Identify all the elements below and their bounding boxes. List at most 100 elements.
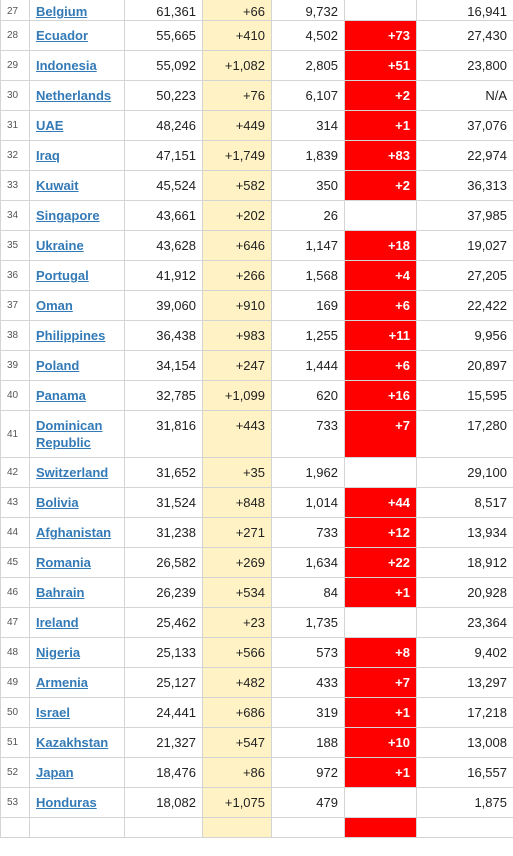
country-link[interactable]: Ireland (36, 615, 79, 630)
country-link[interactable]: Portugal (36, 268, 89, 283)
total-cases-cell: 55,665 (124, 20, 203, 51)
total-cases-cell: 61,361 (124, 0, 203, 21)
total-cases-cell: 26,239 (124, 577, 203, 608)
country-link[interactable]: Japan (36, 765, 74, 780)
total-deaths-cell: 319 (271, 697, 345, 728)
new-deaths-cell (344, 200, 417, 231)
new-deaths-cell: +83 (344, 140, 417, 171)
country-link[interactable]: UAE (36, 118, 64, 133)
rank-cell: 44 (0, 517, 30, 548)
country-link[interactable]: Oman (36, 298, 73, 313)
table-row: 48 Nigeria 25,133 +566 573 +8 9,402 (0, 637, 513, 668)
rank-cell: 32 (0, 140, 30, 171)
country-link[interactable]: Belgium (36, 4, 88, 19)
total-cases-cell: 31,524 (124, 487, 203, 518)
country-link[interactable]: Netherlands (36, 88, 112, 103)
country-link[interactable]: Honduras (36, 795, 97, 810)
new-cases-cell: +86 (202, 757, 272, 788)
country-link[interactable]: Nigeria (36, 645, 81, 660)
country-link[interactable]: Ecuador (36, 28, 89, 43)
total-deaths-cell: 479 (271, 787, 345, 818)
new-cases-cell: +582 (202, 170, 272, 201)
country-cell: Portugal (29, 260, 125, 291)
country-link[interactable]: Bahrain (36, 585, 85, 600)
recovered-cell: N/A (416, 80, 513, 111)
new-cases-cell (202, 817, 272, 838)
total-deaths-cell: 1,634 (271, 547, 345, 578)
total-cases-cell: 31,238 (124, 517, 203, 548)
new-cases-cell: +848 (202, 487, 272, 518)
total-deaths-cell: 1,444 (271, 350, 345, 381)
country-link[interactable]: Armenia (36, 675, 89, 690)
country-cell: Bolivia (29, 487, 125, 518)
total-cases-cell (124, 817, 203, 838)
country-cell: Romania (29, 547, 125, 578)
rank-cell: 52 (0, 757, 30, 788)
country-cell: Iraq (29, 140, 125, 171)
table-row: 51 Kazakhstan 21,327 +547 188 +10 13,008 (0, 727, 513, 758)
country-link[interactable]: Switzerland (36, 465, 109, 480)
recovered-cell: 37,076 (416, 110, 513, 141)
total-deaths-cell: 1,568 (271, 260, 345, 291)
rank-cell: 46 (0, 577, 30, 608)
new-cases-cell: +443 (202, 410, 272, 458)
recovered-cell: 13,934 (416, 517, 513, 548)
total-cases-cell: 24,441 (124, 697, 203, 728)
table-row: 29 Indonesia 55,092 +1,082 2,805 +51 23,800 (0, 50, 513, 81)
country-link[interactable]: Dominican Republic (36, 418, 103, 450)
rank-cell: 30 (0, 80, 30, 111)
rank-cell: 34 (0, 200, 30, 231)
recovered-cell: 23,800 (416, 50, 513, 81)
new-deaths-cell: +2 (344, 80, 417, 111)
new-deaths-cell: +4 (344, 260, 417, 291)
country-link[interactable]: Singapore (36, 208, 100, 223)
new-deaths-cell: +10 (344, 727, 417, 758)
total-cases-cell: 41,912 (124, 260, 203, 291)
table-row: 43 Bolivia 31,524 +848 1,014 +44 8,517 (0, 487, 513, 518)
rank-cell: 51 (0, 727, 30, 758)
country-link[interactable]: Philippines (36, 328, 106, 343)
total-deaths-cell: 9,732 (271, 0, 345, 21)
new-cases-cell: +1,075 (202, 787, 272, 818)
country-cell: Singapore (29, 200, 125, 231)
new-deaths-cell: +1 (344, 697, 417, 728)
new-cases-cell: +247 (202, 350, 272, 381)
new-cases-cell: +1,749 (202, 140, 272, 171)
total-deaths-cell: 1,735 (271, 607, 345, 638)
total-deaths-cell: 2,805 (271, 50, 345, 81)
total-cases-cell: 36,438 (124, 320, 203, 351)
rank-cell: 43 (0, 487, 30, 518)
new-cases-cell: +269 (202, 547, 272, 578)
total-deaths-cell: 188 (271, 727, 345, 758)
country-link[interactable]: Iraq (36, 148, 60, 163)
new-deaths-cell: +73 (344, 20, 417, 51)
country-link[interactable]: Romania (36, 555, 91, 570)
recovered-cell: 8,517 (416, 487, 513, 518)
country-link[interactable]: Ukraine (36, 238, 84, 253)
new-cases-cell: +271 (202, 517, 272, 548)
table-row: 34 Singapore 43,661 +202 26 37,985 (0, 200, 513, 231)
table-row: 52 Japan 18,476 +86 972 +1 16,557 (0, 757, 513, 788)
total-deaths-cell: 1,014 (271, 487, 345, 518)
total-cases-cell: 48,246 (124, 110, 203, 141)
country-link[interactable]: Panama (36, 388, 86, 403)
rank-cell: 45 (0, 547, 30, 578)
total-deaths-cell: 1,255 (271, 320, 345, 351)
total-cases-cell: 26,582 (124, 547, 203, 578)
new-cases-cell: +686 (202, 697, 272, 728)
country-link[interactable]: Kazakhstan (36, 735, 109, 750)
total-cases-cell: 32,785 (124, 380, 203, 411)
recovered-cell: 15,595 (416, 380, 513, 411)
country-link[interactable]: Afghanistan (36, 525, 112, 540)
recovered-cell: 1,875 (416, 787, 513, 818)
country-link[interactable]: Poland (36, 358, 80, 373)
rank-cell: 53 (0, 787, 30, 818)
country-cell: Ukraine (29, 230, 125, 261)
country-link[interactable]: Bolivia (36, 495, 79, 510)
country-link[interactable]: Kuwait (36, 178, 79, 193)
country-link[interactable]: Israel (36, 705, 70, 720)
rank-cell: 49 (0, 667, 30, 698)
recovered-cell: 20,928 (416, 577, 513, 608)
country-link[interactable]: Indonesia (36, 58, 97, 73)
